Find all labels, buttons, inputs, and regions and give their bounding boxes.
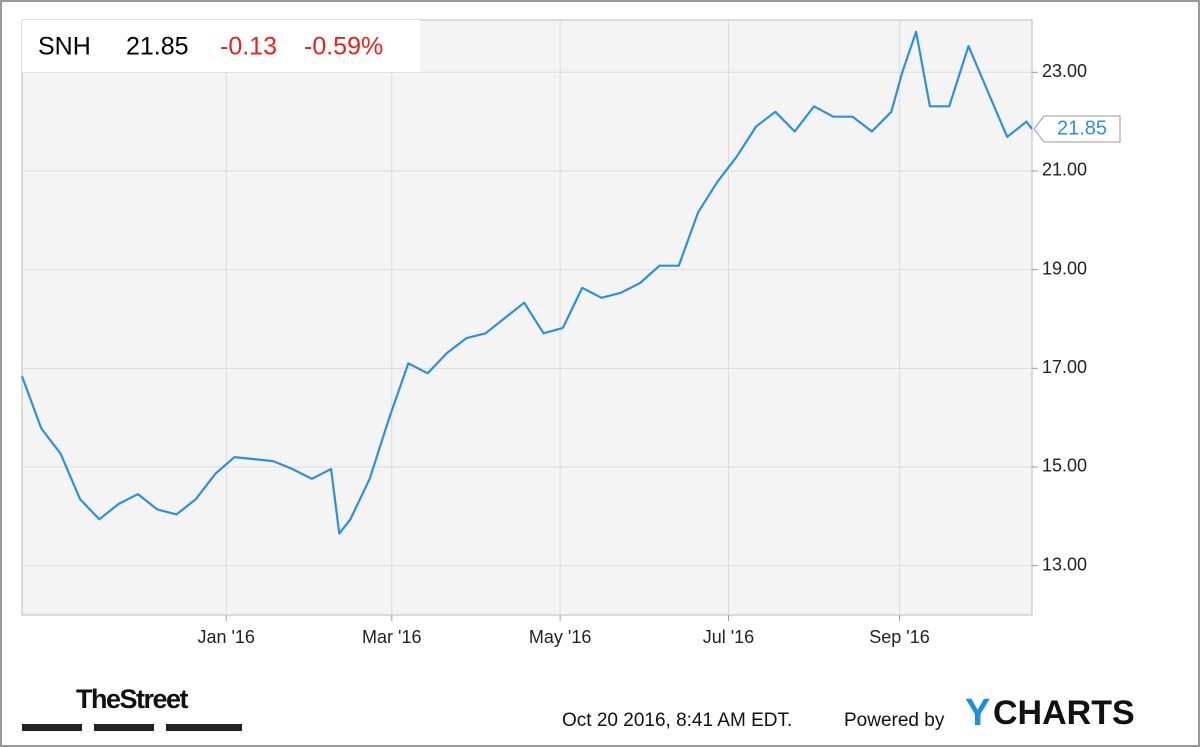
y-tick-label: 15.00	[1042, 456, 1087, 476]
x-tick-label: Jan '16	[197, 627, 254, 647]
x-tick-label: Jul '16	[703, 627, 754, 647]
x-tick-label: May '16	[529, 627, 591, 647]
grid	[22, 20, 1032, 615]
source-logo: TheStreet	[76, 684, 189, 714]
y-tick-label: 23.00	[1042, 61, 1087, 81]
price: 21.85	[126, 33, 189, 61]
change: -0.13	[220, 33, 277, 61]
x-tick-label: Sep '16	[869, 627, 930, 647]
logo-bar	[94, 724, 154, 731]
y-tick-label: 13.00	[1042, 554, 1087, 574]
brand-rest: CHARTS	[993, 694, 1135, 732]
last-value-label: 21.85	[1057, 117, 1107, 139]
plot-area	[21, 19, 1033, 616]
logo-bar	[166, 724, 242, 731]
y-tick-label: 21.00	[1042, 160, 1087, 180]
ticker: SNH	[38, 33, 91, 61]
timestamp: Oct 20 2016, 8:41 AM EDT.	[562, 710, 792, 731]
powered-by: Powered by	[844, 710, 945, 731]
y-tick-label: 17.00	[1042, 357, 1087, 377]
x-tick-label: Mar '16	[362, 627, 421, 647]
header-box	[22, 20, 420, 72]
change-pct: -0.59%	[304, 33, 383, 61]
brand-y: Y	[965, 692, 990, 734]
price-line	[20, 30, 1033, 535]
logo-bar	[22, 724, 82, 731]
last-callout	[1033, 115, 1121, 143]
y-tick-label: 19.00	[1042, 258, 1087, 278]
